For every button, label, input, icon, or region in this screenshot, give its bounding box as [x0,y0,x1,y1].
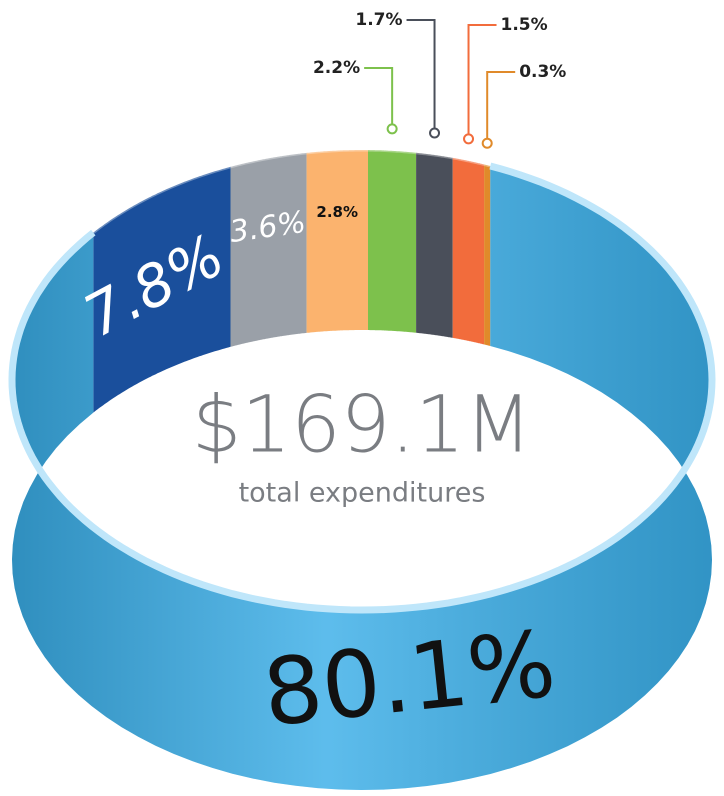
segment-rim [230,151,307,169]
segment [484,164,491,346]
value-label: 0.3% [519,62,566,82]
leader-line [406,19,436,129]
value-label: 2.2% [313,58,360,78]
segment-rim [306,148,368,155]
segment-rim [452,156,485,166]
segment [306,150,368,333]
leader-line [486,71,516,140]
value-label: 1.5% [501,15,548,35]
segment [93,166,231,413]
segment [416,152,453,338]
leader-dot [463,133,475,145]
segment-rim [367,148,417,155]
front-wall [8,162,716,790]
value-label: 2.8% [316,203,358,221]
back-segments [92,148,491,413]
value-label: 1.7% [355,10,402,30]
segment-rim [483,163,491,168]
total-caption: total expenditures [239,478,486,509]
segment-rim [415,151,454,160]
leader-line [364,67,394,125]
leader-line [467,24,497,135]
segment-rim [92,165,231,234]
segment [230,152,307,347]
leader-dot [429,127,441,139]
leader-dot [386,123,398,135]
total-amount: $169.1M [192,381,532,471]
leader-dot [481,137,493,149]
segment-rim [8,162,716,614]
segment-shade [12,166,712,790]
segment [368,150,417,333]
segment [452,157,485,345]
